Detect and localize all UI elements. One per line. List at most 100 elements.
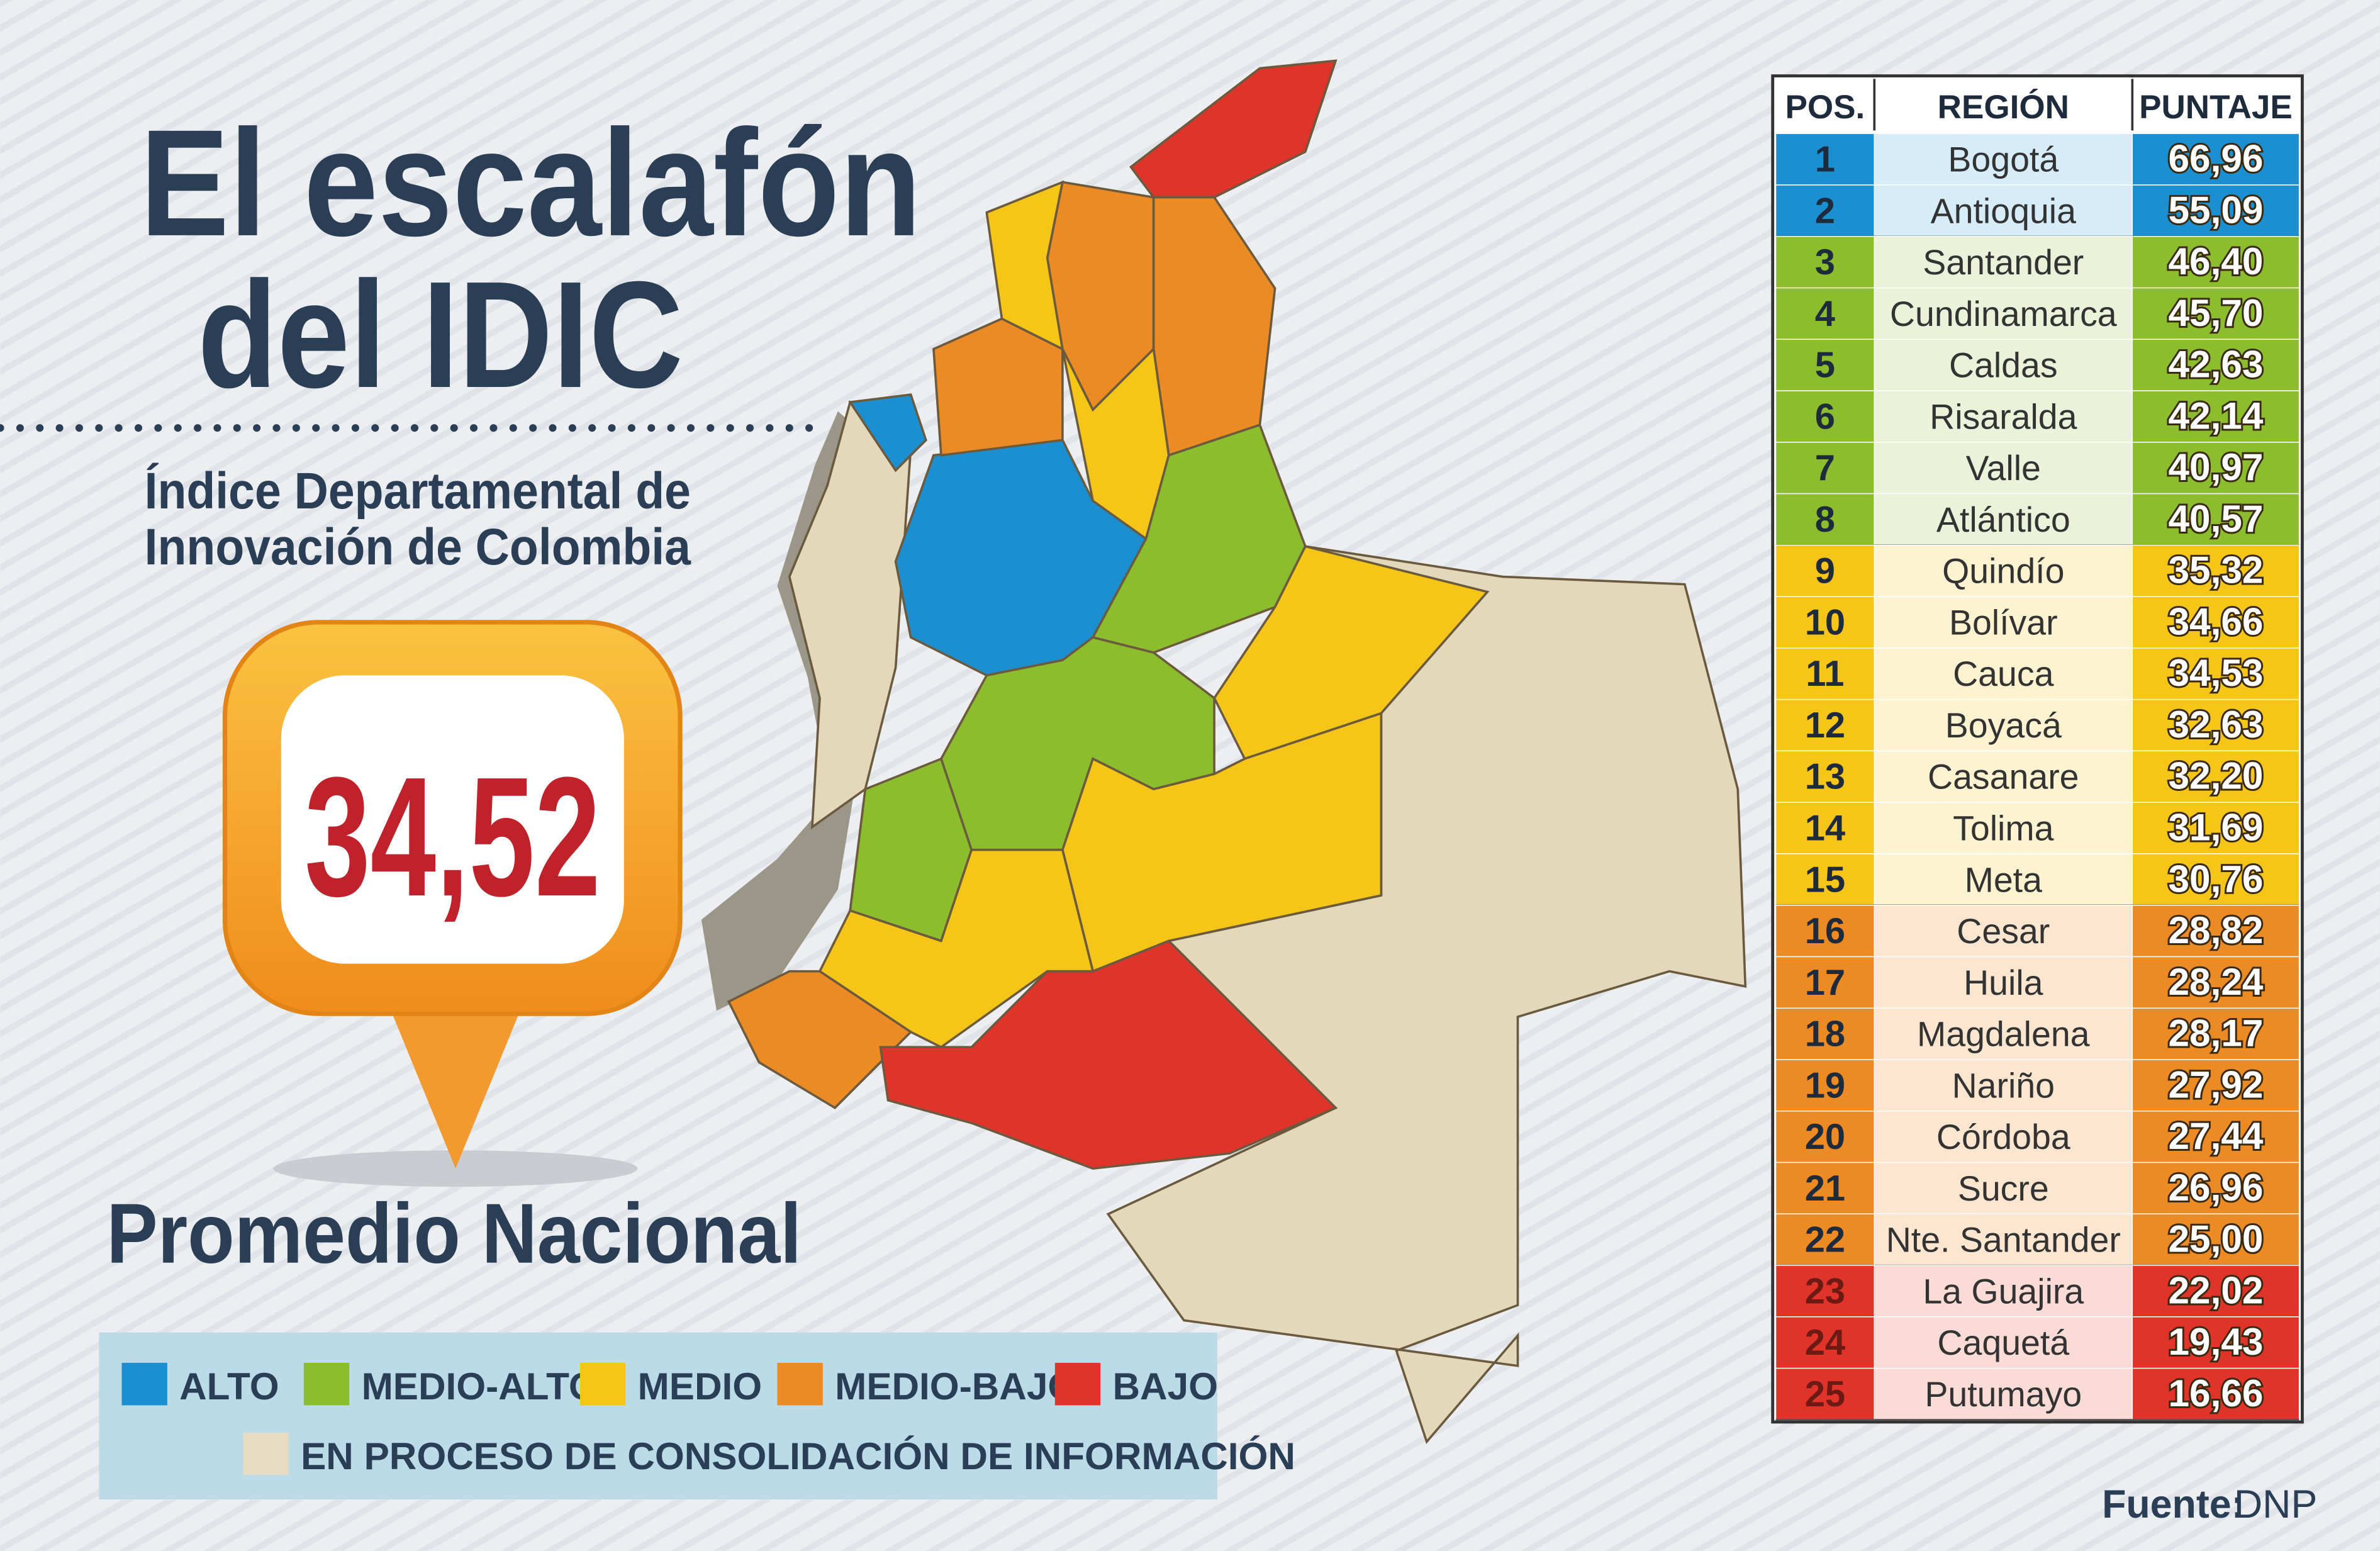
score: 34,66	[2169, 600, 2264, 642]
score-cell	[2131, 339, 2300, 391]
pos-cell	[1775, 1162, 1875, 1215]
pos-cell	[1775, 1265, 1875, 1318]
region-cell	[1874, 390, 2133, 443]
score: 42,14	[2169, 394, 2264, 437]
score: 31,69	[2169, 805, 2264, 848]
region-cell	[1874, 596, 2133, 649]
region: Huila	[1964, 963, 2043, 1002]
pos-cell	[1775, 904, 1875, 958]
region: Magdalena	[1917, 1015, 2090, 1054]
score-cell	[2131, 390, 2300, 443]
score-cell	[2131, 596, 2300, 649]
score: 28,24	[2169, 960, 2264, 1003]
score-cell	[2131, 1265, 2300, 1318]
pos-cell	[1775, 698, 1875, 752]
pos-cell	[1775, 493, 1875, 546]
score-cell	[2131, 750, 2300, 803]
ranking-table: POS. REGIÓN PUNTAJE 1 Bogotá 66,96 2 Antioquia 5…	[1771, 74, 2304, 1424]
position: 24	[1805, 1323, 1845, 1363]
score-cell	[2131, 802, 2300, 854]
legend-label: ALTO	[179, 1365, 279, 1408]
score: 19,43	[2169, 1320, 2264, 1363]
position: 8	[1815, 500, 1835, 540]
position: 22	[1805, 1220, 1845, 1260]
position: 12	[1805, 705, 1845, 746]
position: 11	[1806, 654, 1844, 694]
score-cell	[2131, 442, 2300, 495]
score-cell	[2131, 956, 2300, 1009]
legend-label: MEDIO-ALTO	[362, 1365, 598, 1408]
position: 21	[1805, 1168, 1845, 1209]
score: 25,00	[2169, 1218, 2264, 1260]
position: 13	[1805, 757, 1845, 797]
region-cell	[1874, 1111, 2133, 1163]
legend-swatch	[1054, 1362, 1101, 1406]
source-label: Fuente:	[2102, 1482, 2244, 1526]
pos-cell	[1775, 750, 1875, 803]
position: 6	[1815, 396, 1835, 437]
legend-label: MEDIO-BAJO	[835, 1365, 1077, 1408]
region: Sucre	[1958, 1169, 2049, 1208]
legend-swatch	[121, 1362, 167, 1406]
region-cell	[1874, 802, 2133, 854]
pos-cell	[1775, 1367, 1875, 1421]
region: Valle	[1966, 449, 2041, 488]
legend-label: MEDIO	[638, 1365, 763, 1408]
score: 32,20	[2169, 754, 2264, 797]
score: 34,53	[2169, 651, 2264, 694]
position: 18	[1805, 1014, 1845, 1055]
legend-swatch	[777, 1362, 823, 1406]
legend-label: BAJO	[1112, 1365, 1217, 1408]
region: Quindío	[1942, 552, 2064, 591]
position: 17	[1805, 963, 1845, 1003]
position: 3	[1815, 242, 1835, 283]
score-cell	[2131, 853, 2300, 906]
position: 14	[1805, 808, 1845, 848]
position: 4	[1815, 294, 1835, 334]
region: Córdoba	[1936, 1117, 2070, 1156]
title-block: El escalafón del IDIC Índice Departament…	[0, 99, 922, 576]
region-cell	[1874, 236, 2133, 289]
region-cell	[1874, 133, 2133, 186]
subtitle: Índice Departamental de	[145, 462, 691, 520]
score: 40,57	[2169, 497, 2264, 540]
pos-cell	[1775, 1111, 1875, 1163]
pos-cell	[1775, 956, 1875, 1009]
region-cell	[1874, 698, 2133, 752]
region: Caldas	[1949, 346, 2058, 385]
region: Santander	[1923, 243, 2084, 282]
score-cell	[2131, 133, 2300, 186]
region-cell	[1874, 904, 2133, 958]
score: 16,66	[2169, 1372, 2264, 1414]
score: 27,92	[2169, 1063, 2264, 1106]
score: 30,76	[2169, 857, 2264, 900]
region: Nariño	[1952, 1066, 2055, 1105]
position: 16	[1805, 911, 1845, 951]
pos-cell	[1775, 1213, 1875, 1266]
score-cell	[2131, 544, 2300, 597]
region-cell	[1874, 853, 2133, 906]
score: 66,96	[2169, 137, 2264, 180]
column-header: POS.	[1785, 89, 1865, 126]
position: 10	[1805, 602, 1845, 642]
region-cell	[1874, 1162, 2133, 1215]
legend-label: EN PROCESO DE CONSOLIDACIÓN DE INFORMACI…	[301, 1435, 1295, 1477]
subtitle: Innovación de Colombia	[145, 518, 692, 576]
region-cell	[1874, 1059, 2133, 1112]
score-cell	[2131, 1162, 2300, 1215]
score: 26,96	[2169, 1166, 2264, 1209]
score: 42,63	[2169, 343, 2264, 386]
position: 1	[1815, 140, 1835, 180]
region: Cauca	[1953, 654, 2053, 693]
region-cell	[1874, 544, 2133, 597]
region: Atlántico	[1936, 500, 2070, 539]
score-cell	[2131, 1367, 2300, 1421]
source-value: DNP	[2234, 1482, 2317, 1526]
position: 23	[1805, 1271, 1845, 1311]
legend-swatch	[579, 1362, 626, 1406]
pos-cell	[1775, 236, 1875, 289]
region: Putumayo	[1925, 1375, 2082, 1414]
score-cell	[2131, 1111, 2300, 1163]
region-cell	[1874, 442, 2133, 495]
